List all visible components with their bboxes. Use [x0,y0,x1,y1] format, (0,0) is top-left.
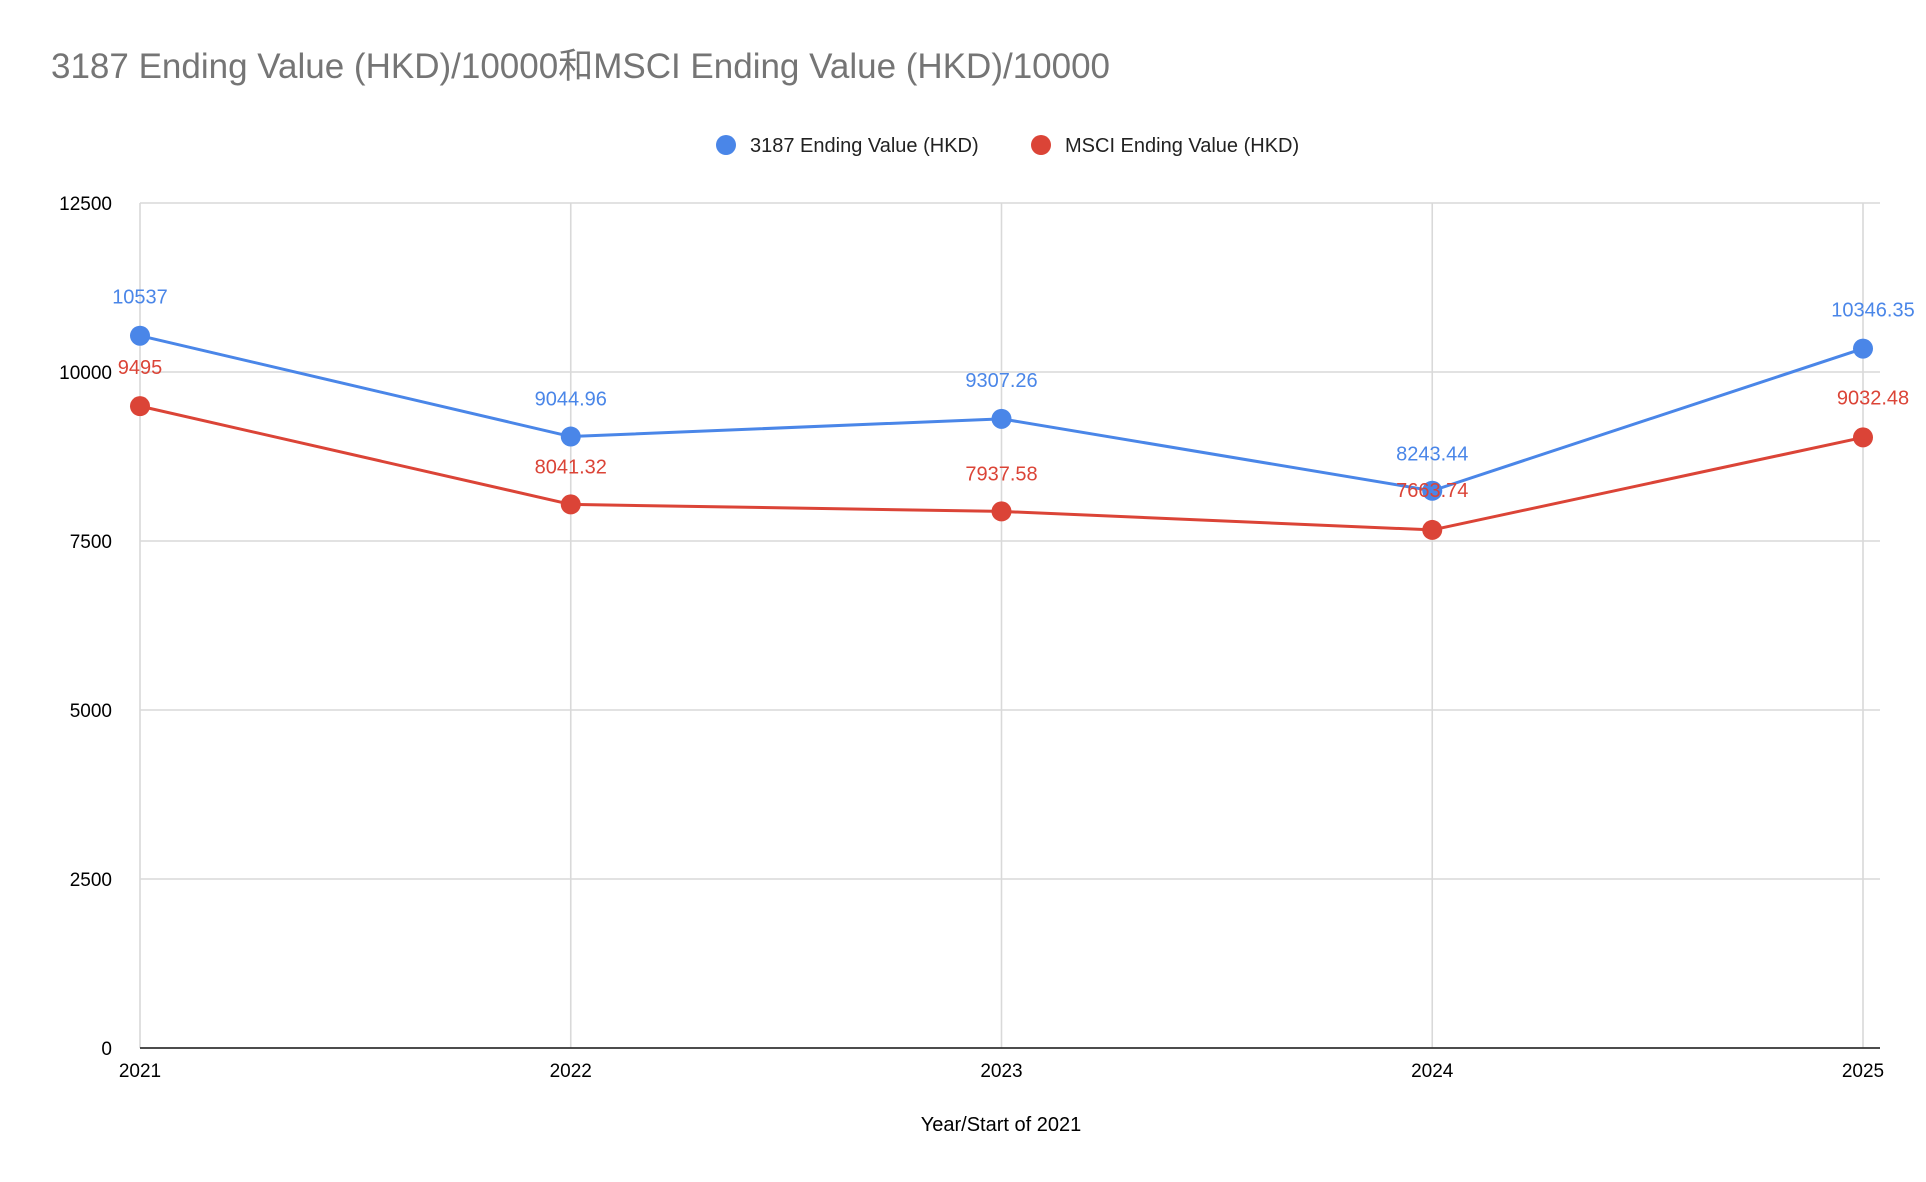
data-label: 9044.96 [535,389,607,411]
data-point [1853,338,1873,359]
y-axis-ticks: 0 2500 5000 7500 10000 12500 [59,194,112,1060]
legend-label-msci[interactable]: MSCI Ending Value (HKD) [1065,135,1299,157]
x-tick-label: 2024 [1411,1061,1454,1082]
data-label: 10537 [112,287,168,309]
legend-label-3187[interactable]: 3187 Ending Value (HKD) [750,135,979,157]
data-label: 9307.26 [965,370,1037,392]
data-point [560,494,581,515]
x-axis-title: Year/Start of 2021 [921,1114,1082,1136]
data-point [991,408,1012,429]
data-label: 10346.35 [1831,300,1914,322]
grid-lines [139,202,1880,1049]
chart-title: 3187 Ending Value (HKD)/10000和MSCI Endin… [51,47,1110,86]
data-labels: 10537 9044.96 9307.26 8243.44 10346.35 9495 80… [112,287,1915,502]
data-point [991,501,1012,522]
data-label: 8041.32 [535,456,607,478]
legend-marker-3187 [716,135,736,155]
y-tick-label: 0 [101,1039,112,1060]
data-point [560,426,581,447]
y-tick-label: 12500 [59,194,112,215]
data-label: 7663.74 [1396,480,1468,502]
y-tick-label: 7500 [70,532,112,553]
x-tick-label: 2022 [550,1061,592,1082]
x-tick-label: 2025 [1842,1061,1884,1082]
legend: 3187 Ending Value (HKD) MSCI Ending Valu… [716,135,1299,157]
data-point [130,396,150,417]
data-label: 8243.44 [1396,444,1468,466]
data-label: 9032.48 [1837,387,1909,409]
x-tick-label: 2023 [980,1061,1022,1082]
data-label: 7937.58 [965,463,1037,485]
data-points [130,325,1873,540]
y-tick-label: 5000 [70,701,112,722]
data-label: 9495 [118,357,163,379]
data-point [1422,480,1443,501]
data-point [130,325,150,346]
data-point [1853,427,1873,448]
x-tick-label: 2021 [119,1061,161,1082]
x-axis-ticks: 2021 2022 2023 2024 2025 [119,1061,1884,1082]
y-tick-label: 2500 [70,870,112,891]
data-point [1422,519,1443,540]
legend-marker-msci [1031,135,1051,155]
y-tick-label: 10000 [59,363,112,384]
